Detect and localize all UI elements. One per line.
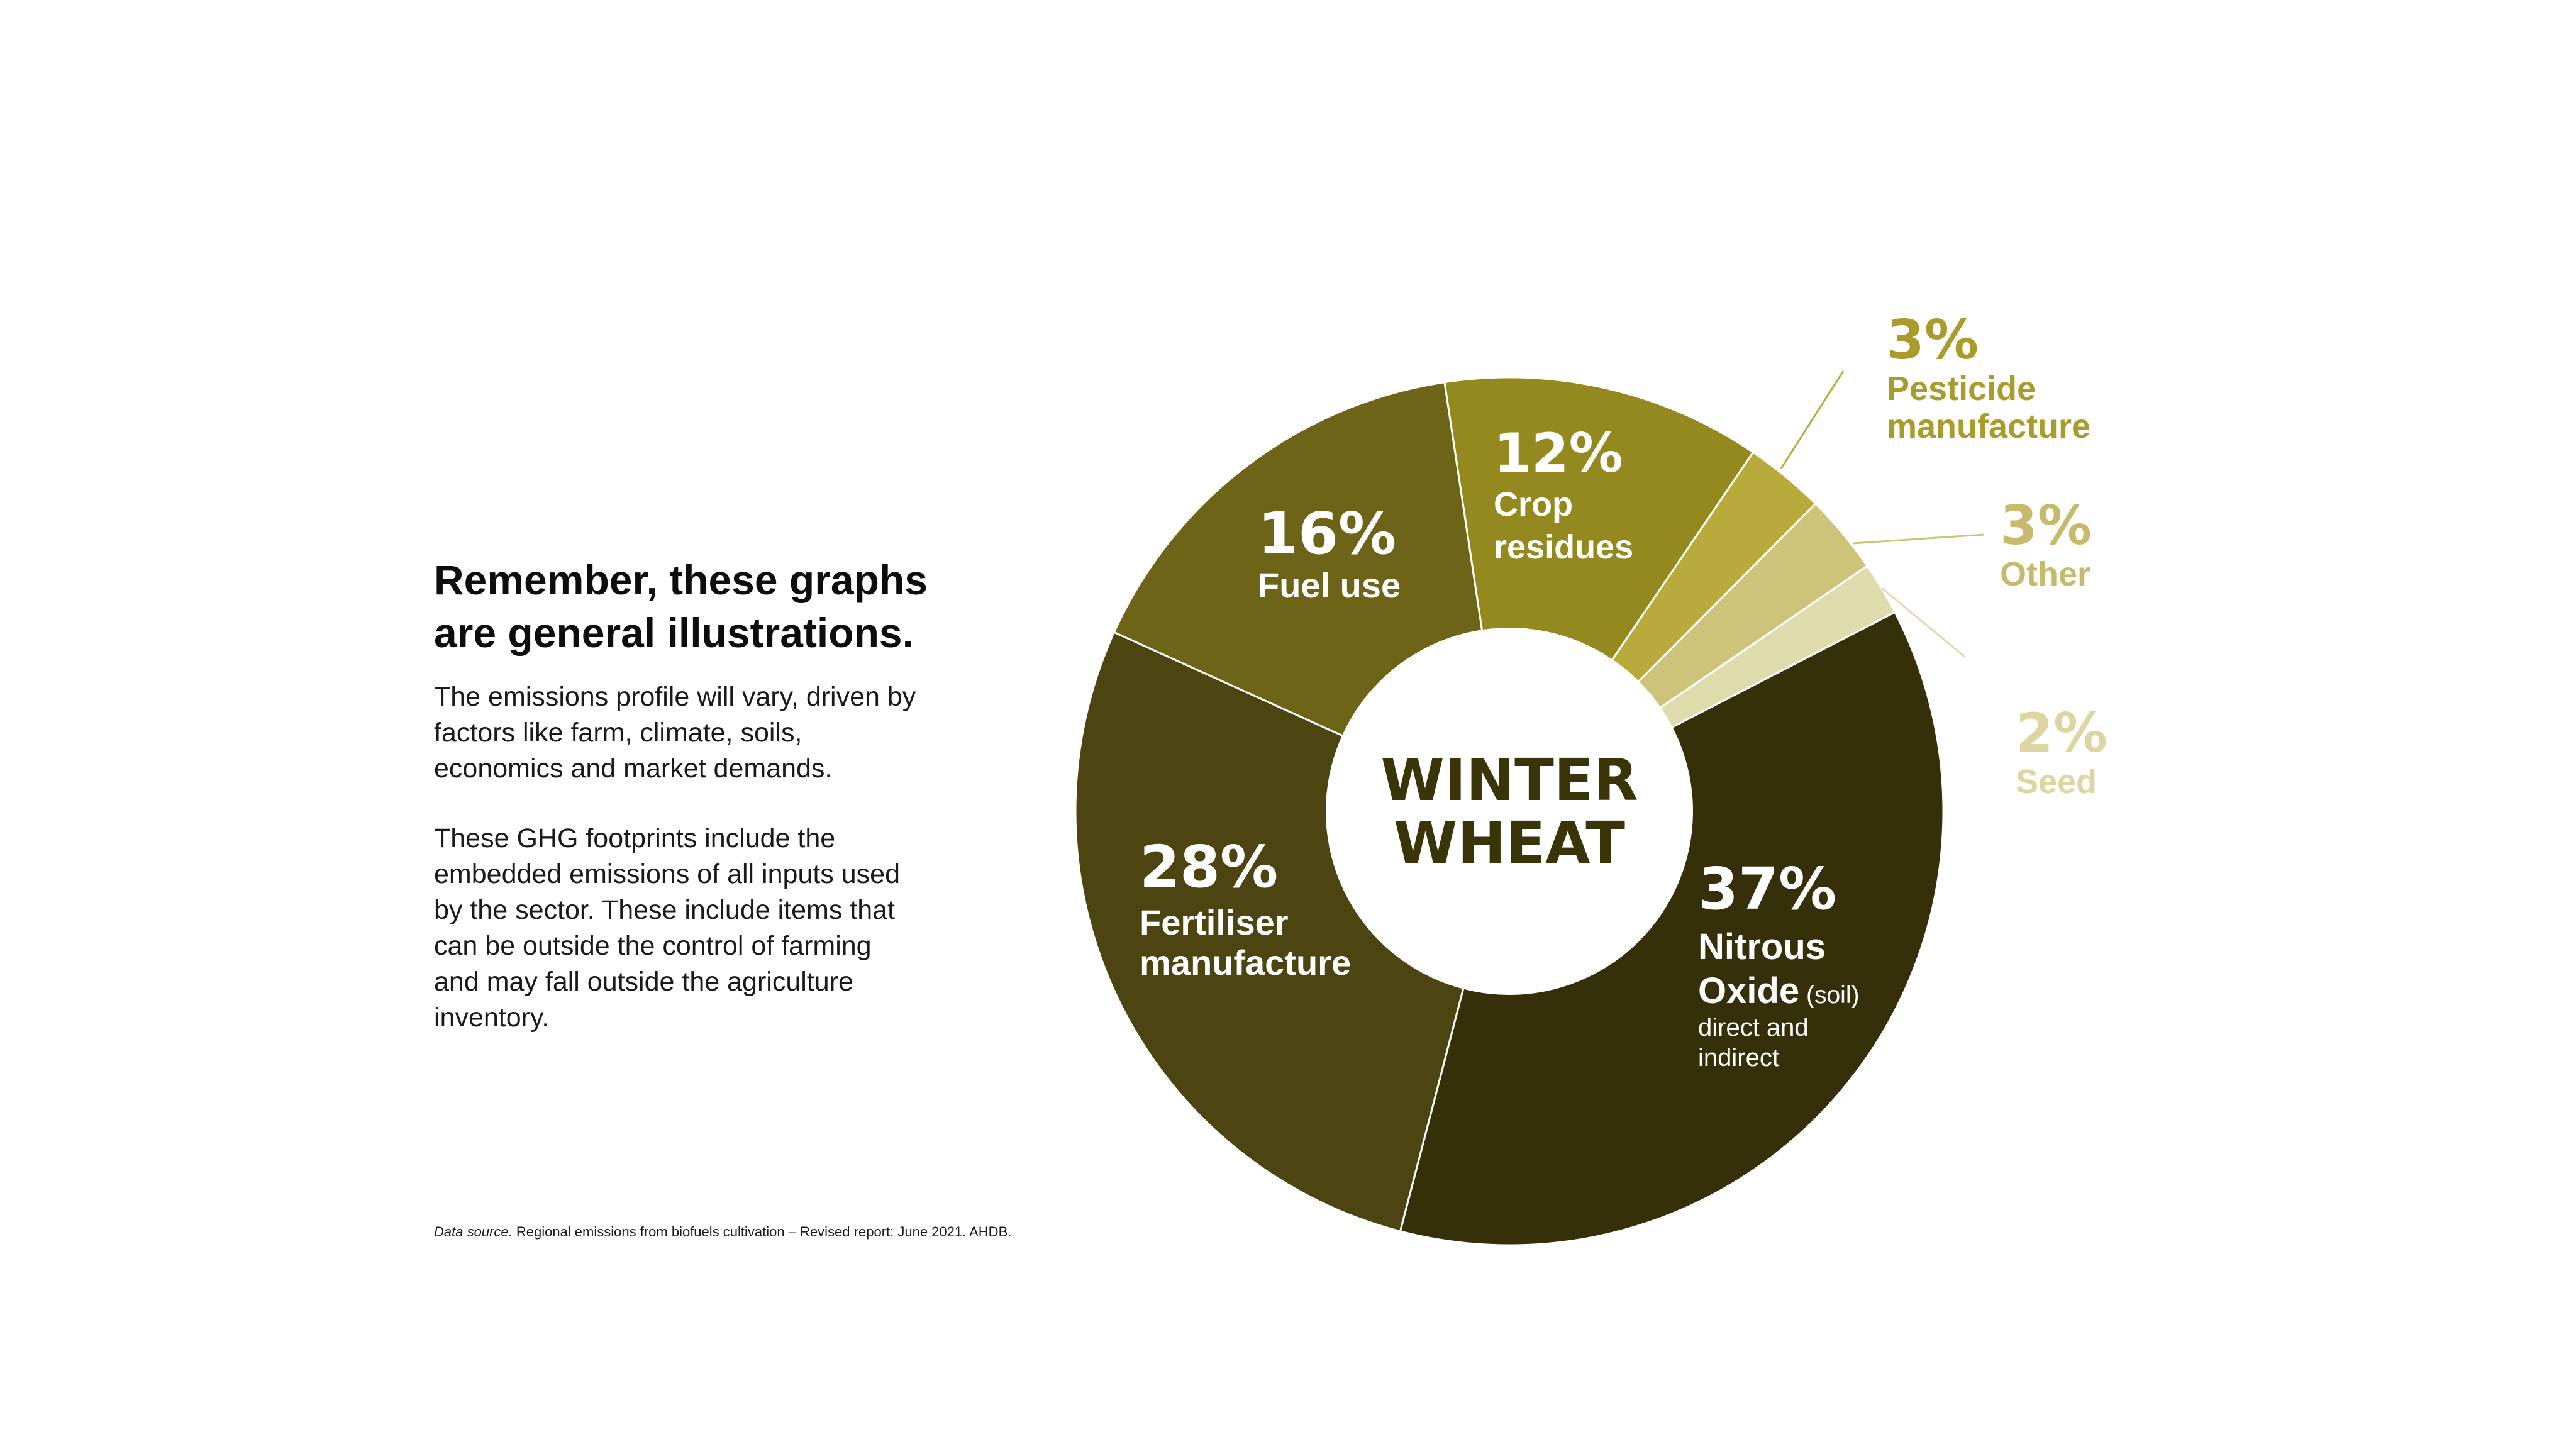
slice-name-label: Oxide (soil)	[1698, 970, 1860, 1011]
paragraph-emissions-profile: The emissions profile will vary, driven …	[434, 679, 1000, 787]
slice-nitrous-oxide	[1399, 611, 1945, 1246]
slice-percent-label: 3%	[1887, 309, 1979, 372]
slice-name-label: Nitrous	[1698, 926, 1826, 967]
para2-line: by the sector. These include items that	[434, 895, 895, 925]
slice-sub-label: indirect	[1698, 1044, 1779, 1072]
slice-percent-label: 12%	[1494, 422, 1623, 485]
paragraph-ghg-footprints: These GHG footprints include the embedde…	[434, 821, 1000, 1036]
chart-callouts	[1780, 370, 1985, 658]
slice-percent-label: 37%	[1698, 855, 1836, 923]
para2-line: can be outside the control of farming	[434, 931, 872, 961]
para1-line: factors like farm, climate, soils,	[434, 718, 802, 748]
para1-line: The emissions profile will vary, driven …	[434, 682, 916, 712]
slice-name-label: manufacture	[1887, 408, 2090, 445]
callout-line-pesticide-manufacture	[1780, 370, 1845, 469]
data-source-note: Data source. Regional emissions from bio…	[434, 1224, 1011, 1240]
para1-line: economics and market demands.	[434, 753, 833, 784]
slice-name-label: Seed	[2016, 763, 2097, 801]
chart-labels: 12%Cropresidues3%Pesticidemanufacture3%O…	[1140, 309, 2107, 1072]
chart-title-line: WINTER	[1380, 747, 1638, 814]
para2-line: embedded emissions of all inputs used	[434, 859, 900, 889]
para2-line: These GHG footprints include the	[434, 823, 836, 853]
text-panel: Remember, these graphs are general illus…	[434, 553, 1000, 1070]
slice-name-suffix: (soil)	[1799, 982, 1859, 1009]
heading-line-1: Remember, these graphs	[434, 557, 928, 603]
callout-line-other	[1852, 533, 1985, 545]
slice-name-label: Fuel use	[1258, 565, 1401, 605]
slice-name-label: Crop	[1494, 486, 1573, 523]
data-source-text: Regional emissions from biofuels cultiva…	[512, 1224, 1012, 1240]
slice-percent-label: 28%	[1140, 833, 1278, 901]
data-source-label: Data source.	[434, 1224, 513, 1240]
slice-name-label: residues	[1494, 528, 1633, 566]
chart-title-line: WHEAT	[1394, 809, 1625, 877]
slice-name-label: Pesticide	[1887, 370, 2036, 408]
slice-name-label: Other	[2000, 555, 2090, 593]
para2-line: and may fall outside the agriculture	[434, 967, 853, 997]
slice-name-label: manufacture	[1140, 943, 1351, 982]
slice-name-label: Fertiliser	[1140, 902, 1289, 942]
chart-center-hole	[1326, 628, 1693, 995]
slice-percent-label: 2%	[2016, 702, 2107, 765]
callout-line-seed	[1881, 587, 1966, 658]
slice-percent-label: 3%	[2000, 494, 2092, 557]
heading-line-2: are general illustrations.	[434, 609, 914, 656]
slice-sub-label: direct and	[1698, 1014, 1809, 1041]
heading: Remember, these graphs are general illus…	[434, 553, 1000, 659]
para2-line: inventory.	[434, 1002, 550, 1033]
slice-percent-label: 16%	[1258, 500, 1396, 567]
